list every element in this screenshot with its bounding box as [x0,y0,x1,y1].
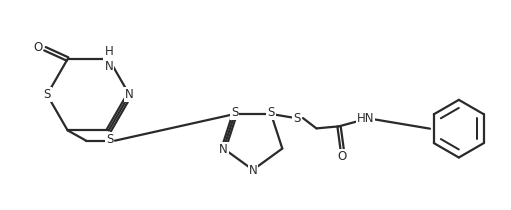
Text: HN: HN [357,112,375,125]
Text: N: N [125,88,134,101]
Text: N: N [219,143,228,156]
Text: H
N: H N [104,45,113,72]
Text: O: O [33,41,42,54]
Text: S: S [231,106,239,119]
Text: S: S [293,112,300,125]
Text: S: S [43,88,51,101]
Text: S: S [267,106,275,119]
Text: N: N [248,164,258,177]
Text: O: O [337,150,347,163]
Text: S: S [106,133,113,146]
